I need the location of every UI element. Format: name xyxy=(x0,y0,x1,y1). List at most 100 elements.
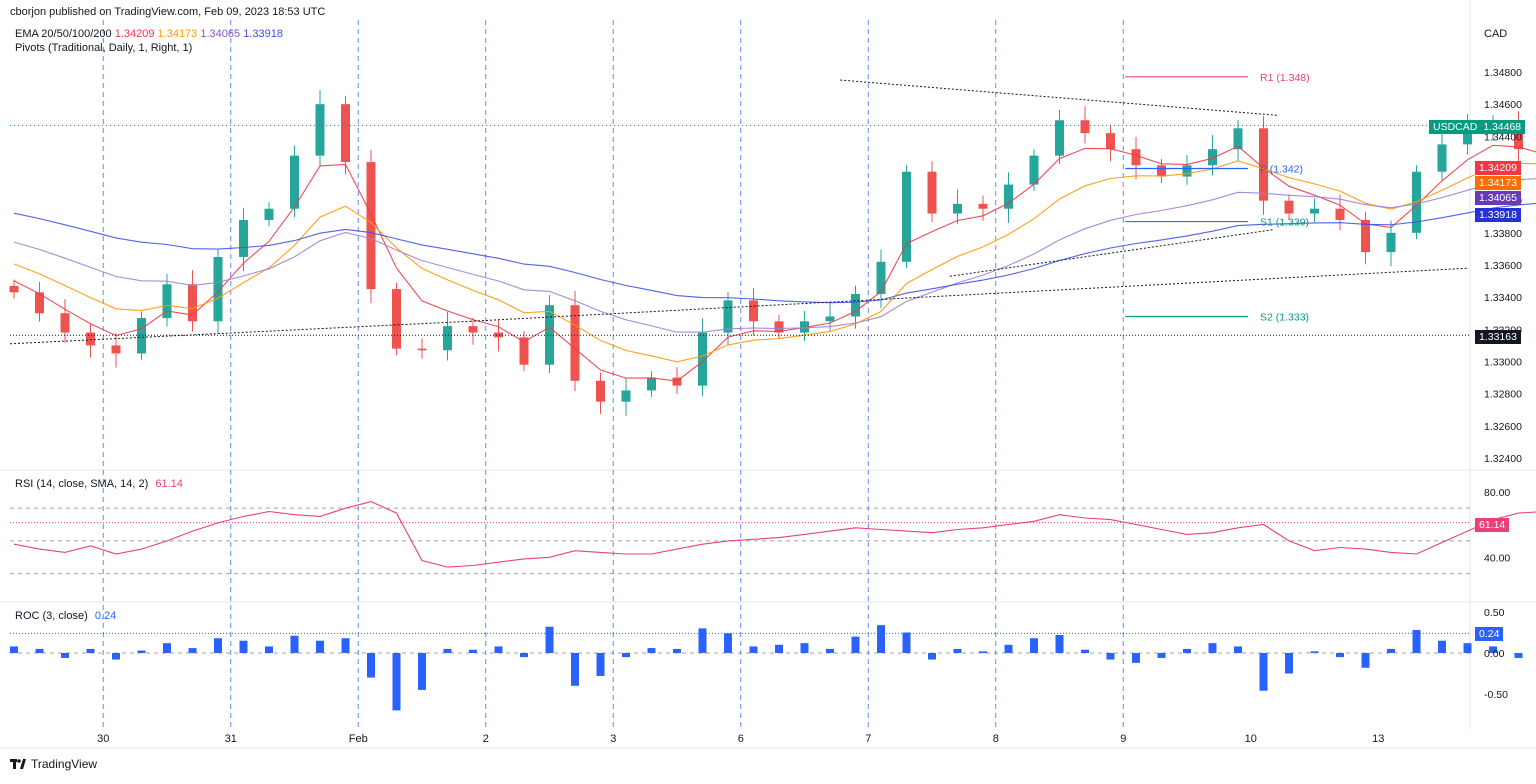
pivots-legend[interactable]: Pivots (Traditional, Daily, 1, Right, 1) xyxy=(15,42,192,54)
roc-bar xyxy=(1005,645,1013,653)
time-tick-label: 3 xyxy=(610,733,616,745)
candle-body xyxy=(622,390,631,401)
roc-bar xyxy=(1413,630,1421,653)
rsi-panel xyxy=(10,502,1536,574)
candle-body xyxy=(86,333,95,346)
trendline-lower-long xyxy=(470,268,1468,321)
roc-bar xyxy=(648,648,656,653)
pivot-label: R1 (1.348) xyxy=(1260,72,1310,84)
roc-bar xyxy=(1362,653,1370,668)
candle-body xyxy=(928,172,937,214)
trendline-rising xyxy=(950,230,1274,277)
roc-bar xyxy=(1311,651,1319,653)
ema50-value: 1.34173 xyxy=(158,28,198,40)
roc-bar xyxy=(291,636,299,653)
roc-bar xyxy=(1056,635,1064,653)
roc-bar xyxy=(367,653,375,678)
candle-body xyxy=(1106,133,1115,149)
time-tick-label: Feb xyxy=(349,733,368,745)
price-panel: R1 (1.348)P (1.342)S1 (1.339)S2 (1.333) xyxy=(10,72,1536,416)
roc-bar xyxy=(214,638,222,653)
candle-body xyxy=(290,156,299,209)
candle-body xyxy=(1081,120,1090,133)
roc-bar xyxy=(1438,641,1446,653)
roc-bar xyxy=(1260,653,1268,691)
time-tick-label: 10 xyxy=(1245,733,1257,745)
candle-body xyxy=(749,300,758,321)
roc-bar xyxy=(418,653,426,690)
hline-axis-tag: 1.33163 xyxy=(1475,330,1521,344)
roc-bar xyxy=(10,646,18,653)
roc-bar xyxy=(1158,653,1166,658)
tradingview-logo[interactable]: TradingView xyxy=(10,757,97,771)
candle-body xyxy=(571,305,580,381)
candle-body xyxy=(953,204,962,214)
roc-bar xyxy=(1081,650,1089,653)
price-tick-label: 1.33400 xyxy=(1484,292,1522,304)
candle-body xyxy=(979,204,988,209)
rsi-current: 61.14 xyxy=(155,478,183,490)
candle-body xyxy=(316,104,325,155)
rsi-legend[interactable]: RSI (14, close, SMA, 14, 2) 61.14 xyxy=(15,478,183,490)
roc-bar xyxy=(469,650,477,653)
roc-legend[interactable]: ROC (3, close) 0.24 xyxy=(15,610,116,622)
roc-bar xyxy=(1336,653,1344,657)
roc-tick-label: -0.50 xyxy=(1484,689,1508,701)
roc-bar xyxy=(750,646,758,653)
currency-label: CAD xyxy=(1484,28,1507,40)
roc-bar xyxy=(342,638,350,653)
candle-body xyxy=(1157,165,1166,176)
price-tick-label: 1.32400 xyxy=(1484,453,1522,465)
candle-body xyxy=(214,257,223,321)
roc-bar xyxy=(1515,653,1523,658)
roc-bar xyxy=(265,646,273,653)
ema20-line xyxy=(14,145,1536,381)
candle-body xyxy=(1132,149,1141,165)
roc-bar xyxy=(520,653,528,657)
ema-legend[interactable]: EMA 20/50/100/200 1.34209 1.34173 1.3406… xyxy=(15,28,283,40)
candle-body xyxy=(494,333,503,338)
candle-body xyxy=(1387,233,1396,252)
candle-body xyxy=(1285,201,1294,214)
roc-bar xyxy=(699,628,707,653)
rsi-axis-tag: 61.14 xyxy=(1475,518,1509,532)
session-breaks xyxy=(103,20,1123,730)
roc-bar xyxy=(903,633,911,654)
ema200-axis-tag: 1.33918 xyxy=(1475,208,1521,222)
roc-bar xyxy=(801,643,809,653)
roc-current: 0.24 xyxy=(95,610,116,622)
time-tick-label: 2 xyxy=(483,733,489,745)
roc-bar xyxy=(1464,643,1472,653)
roc-bar xyxy=(138,651,146,653)
roc-bar xyxy=(1030,638,1038,653)
rsi-title: RSI (14, close, SMA, 14, 2) xyxy=(15,478,148,490)
candle-body xyxy=(418,349,427,351)
candle-body xyxy=(1438,144,1447,171)
candle-body xyxy=(10,286,19,292)
time-tick-label: 9 xyxy=(1120,733,1126,745)
roc-title: ROC (3, close) xyxy=(15,610,88,622)
candle-body xyxy=(469,326,478,332)
roc-bar xyxy=(1132,653,1140,663)
rsi-tick-label: 40.00 xyxy=(1484,552,1510,564)
roc-bar xyxy=(979,651,987,653)
roc-bar xyxy=(87,649,95,653)
roc-bar xyxy=(775,645,783,653)
pivot-label: S1 (1.339) xyxy=(1260,217,1309,229)
ema-label: EMA 20/50/100/200 xyxy=(15,28,112,40)
ema50-axis-tag: 1.34173 xyxy=(1475,176,1521,190)
candle-body xyxy=(61,313,70,332)
roc-bar xyxy=(36,649,44,653)
roc-bar xyxy=(928,653,936,660)
roc-bar xyxy=(826,649,834,653)
roc-tick-label: 0.50 xyxy=(1484,607,1505,619)
roc-bar xyxy=(444,649,452,653)
roc-bar xyxy=(622,653,630,657)
publish-info: cborjon published on TradingView.com, Fe… xyxy=(10,6,325,18)
price-tick-label: 1.33600 xyxy=(1484,260,1522,272)
candle-body xyxy=(443,326,452,350)
candle-body xyxy=(647,378,656,391)
price-tick-label: 1.32600 xyxy=(1484,421,1522,433)
